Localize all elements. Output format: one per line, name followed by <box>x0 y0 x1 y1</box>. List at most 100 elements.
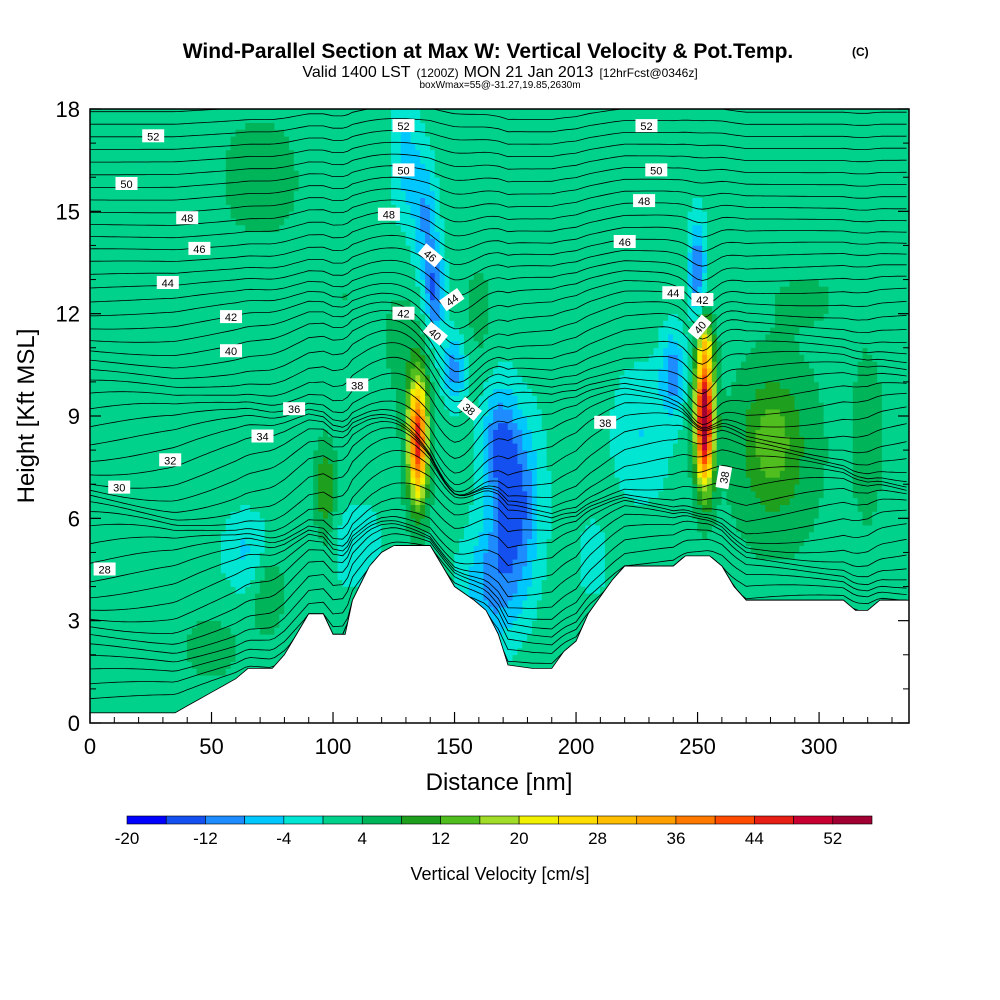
isentrope-line <box>90 222 907 251</box>
velocity-cell <box>634 361 640 505</box>
velocity-cell <box>779 415 786 471</box>
velocity-cell <box>425 313 431 335</box>
velocity-cell <box>745 477 752 546</box>
velocity-cell <box>541 429 548 581</box>
isentrope-label-text: 42 <box>225 312 237 324</box>
isentrope-line <box>90 329 907 393</box>
velocity-cell <box>420 381 426 390</box>
velocity-cell <box>794 109 800 280</box>
velocity-cell <box>405 361 412 390</box>
isentrope-label: 48 <box>176 211 199 225</box>
velocity-cell <box>415 109 421 151</box>
velocity-cell <box>172 109 178 723</box>
velocity-cell <box>697 436 703 451</box>
velocity-cell <box>702 211 708 253</box>
velocity-cell <box>259 109 266 123</box>
velocity-cell <box>191 627 198 669</box>
velocity-cell <box>687 211 694 253</box>
velocity-cell <box>706 477 713 485</box>
velocity-cell <box>434 176 441 233</box>
velocity-cell <box>459 408 465 540</box>
velocity-cell <box>308 109 314 723</box>
velocity-cell <box>745 109 752 355</box>
velocity-cell <box>799 354 805 437</box>
velocity-cell <box>770 511 776 560</box>
velocity-cell <box>702 388 708 444</box>
velocity-cell <box>779 109 786 287</box>
velocity-cell <box>706 456 713 465</box>
velocity-cell <box>512 395 519 424</box>
x-tick-label: 0 <box>84 734 96 759</box>
velocity-cell <box>361 109 368 505</box>
velocity-cell <box>517 579 523 615</box>
velocity-cell <box>527 586 533 635</box>
velocity-cell <box>254 593 261 628</box>
velocity-cell <box>648 109 655 355</box>
velocity-cell <box>522 518 528 567</box>
velocity-cell <box>881 109 888 723</box>
velocity-cell <box>653 109 659 349</box>
isentrope-line <box>90 188 907 214</box>
velocity-cell <box>512 620 519 656</box>
velocity-cell <box>191 109 198 628</box>
velocity-cell <box>668 109 674 314</box>
velocity-cell <box>327 109 334 437</box>
velocity-cell <box>366 504 373 587</box>
velocity-cell <box>269 109 276 123</box>
velocity-cell <box>323 456 329 519</box>
velocity-cell <box>420 518 426 546</box>
velocity-cell <box>206 109 212 621</box>
velocity-cell <box>386 367 392 723</box>
velocity-cell <box>415 483 421 492</box>
x-axis: 0 50 100 150 200 250 300 <box>84 712 893 759</box>
velocity-cell <box>507 109 514 362</box>
isentrope-label: 48 <box>633 194 656 208</box>
isentrope-label-box <box>645 163 668 177</box>
velocity-cell <box>420 415 426 437</box>
velocity-cell <box>400 299 407 424</box>
velocity-cell <box>410 142 416 219</box>
isentrope-label: 42 <box>691 293 714 307</box>
velocity-cell <box>677 347 684 403</box>
y-tick-label: 15 <box>56 199 80 224</box>
velocity-cell <box>663 347 669 410</box>
velocity-cell <box>220 572 227 628</box>
velocity-cell <box>643 109 650 362</box>
velocity-cell <box>770 408 776 478</box>
velocity-cell <box>517 613 523 649</box>
velocity-cell <box>750 490 757 553</box>
velocity-cell <box>838 109 844 723</box>
isentrope-line <box>90 130 907 150</box>
velocity-cell <box>497 402 504 424</box>
velocity-cell <box>687 109 694 212</box>
isentrope-label: 52 <box>635 119 658 133</box>
isentrope-line <box>90 280 907 330</box>
velocity-cell <box>517 109 523 376</box>
velocity-cell <box>818 402 825 499</box>
velocity-cell <box>585 524 591 594</box>
isentrope-label-text: 50 <box>397 165 409 177</box>
velocity-cell <box>493 613 499 635</box>
isentrope-line <box>90 412 907 493</box>
y-tick-label: 3 <box>68 609 80 634</box>
isentrope-label-text: 32 <box>164 455 176 467</box>
velocity-cell <box>497 361 504 390</box>
velocity-cell <box>230 634 237 662</box>
velocity-cell <box>833 109 839 723</box>
velocity-cell <box>216 109 222 621</box>
isentrope-label-text: 44 <box>162 278 174 290</box>
isentrope-line <box>90 247 907 281</box>
velocity-cell <box>775 381 781 410</box>
colorbar-tick-label: 4 <box>358 829 367 848</box>
velocity-cell <box>463 109 470 355</box>
velocity-cell <box>254 231 261 512</box>
isentrope-label-text: 50 <box>120 179 132 191</box>
isentrope-label: 50 <box>645 163 668 177</box>
velocity-cell <box>638 504 645 615</box>
velocity-cell <box>818 286 825 321</box>
isentrope-label-text: 50 <box>650 165 662 177</box>
chart-title: Wind-Parallel Section at Max W: Vertical… <box>183 40 794 63</box>
isentrope-label: 52 <box>142 129 165 143</box>
velocity-cell <box>609 408 616 458</box>
